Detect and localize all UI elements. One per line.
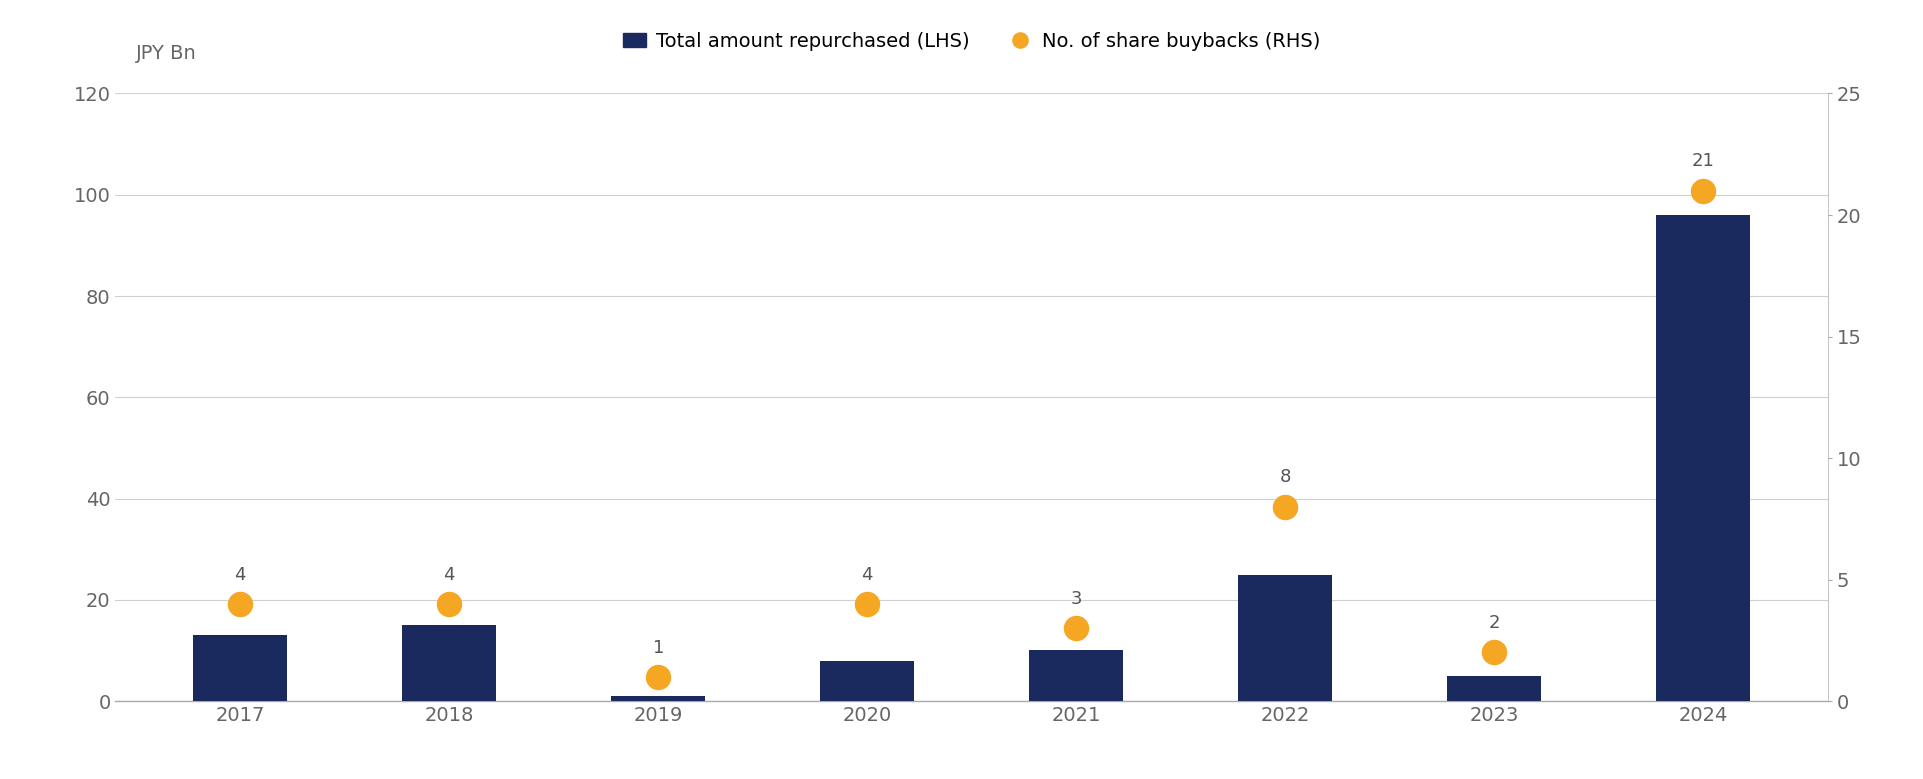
Bar	[192, 636, 287, 701]
Text: 1: 1	[652, 639, 663, 657]
Point	[225, 597, 256, 610]
Text: JPY Bn: JPY Bn	[137, 44, 196, 63]
Text: 8: 8	[1279, 468, 1290, 486]
Point	[1686, 185, 1717, 197]
Bar	[402, 626, 496, 701]
Legend: Total amount repurchased (LHS), No. of share buybacks (RHS): Total amount repurchased (LHS), No. of s…	[615, 24, 1327, 58]
Point	[642, 671, 673, 683]
Bar	[1446, 676, 1540, 701]
Bar	[1029, 650, 1123, 701]
Text: 2: 2	[1488, 614, 1498, 633]
Point	[1479, 647, 1510, 659]
Text: 4: 4	[235, 566, 246, 583]
Bar	[1656, 215, 1750, 701]
Bar	[819, 661, 913, 701]
Point	[1060, 622, 1090, 634]
Text: 4: 4	[444, 566, 454, 583]
Bar	[612, 696, 706, 701]
Point	[852, 597, 883, 610]
Text: 4: 4	[862, 566, 873, 583]
Bar	[1236, 575, 1331, 701]
Point	[433, 597, 463, 610]
Point	[1269, 500, 1300, 513]
Text: 3: 3	[1069, 590, 1081, 608]
Text: 21: 21	[1690, 153, 1713, 171]
